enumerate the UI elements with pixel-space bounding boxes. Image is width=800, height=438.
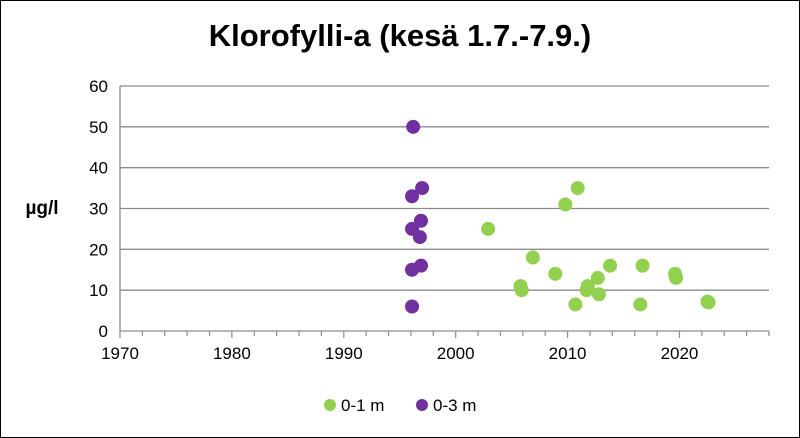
point-series-1	[701, 295, 716, 310]
x-tick-label: 1980	[213, 344, 251, 363]
point-series-1	[525, 250, 540, 265]
point-series-1	[603, 258, 618, 273]
point-series-1	[590, 270, 605, 285]
legend-marker-1	[324, 399, 336, 411]
legend: 0-1 m 0-3 m	[324, 396, 476, 415]
axes	[119, 86, 770, 338]
point-series-2	[406, 119, 421, 134]
point-series-1	[481, 221, 496, 236]
y-tick-label: 40	[89, 159, 108, 178]
legend-marker-2	[416, 399, 428, 411]
chart-title: Klorofylli-a (kesä 1.7.-7.9.)	[208, 18, 592, 53]
point-series-1	[568, 297, 583, 312]
x-tick-label: 2010	[549, 344, 587, 363]
data-points	[405, 119, 716, 314]
point-series-1	[635, 258, 650, 273]
y-tick-label: 50	[89, 118, 108, 137]
point-series-2	[412, 230, 427, 245]
y-tick-label: 10	[89, 281, 108, 300]
point-series-1	[570, 181, 585, 196]
x-tick-label: 1970	[101, 344, 139, 363]
point-series-1	[548, 266, 563, 281]
point-series-2	[414, 213, 429, 228]
point-series-1	[669, 270, 684, 285]
x-tick-labels: 1970 1980 1990 2000 2010 2020	[101, 344, 698, 363]
y-tick-labels: 0 10 20 30 40 50 60	[89, 77, 108, 341]
point-series-2	[405, 189, 420, 204]
legend-label-2: 0-3 m	[433, 396, 476, 415]
point-series-1	[633, 297, 648, 312]
point-series-1	[514, 283, 529, 298]
point-series-2	[415, 181, 430, 196]
y-axis-label: µg/l	[25, 198, 58, 219]
point-series-1	[558, 197, 573, 212]
x-tick-label: 2000	[437, 344, 475, 363]
x-tick-label: 2020	[661, 344, 699, 363]
y-tick-label: 20	[89, 240, 108, 259]
point-series-1	[591, 287, 606, 302]
y-tick-label: 60	[89, 77, 108, 96]
y-tick-label: 30	[89, 200, 108, 219]
gridlines	[120, 85, 769, 291]
legend-label-1: 0-1 m	[341, 396, 384, 415]
point-series-1	[580, 279, 595, 294]
point-series-2	[405, 299, 420, 314]
x-tick-label: 1990	[325, 344, 363, 363]
y-tick-label: 0	[99, 322, 108, 341]
point-series-2	[414, 258, 429, 273]
